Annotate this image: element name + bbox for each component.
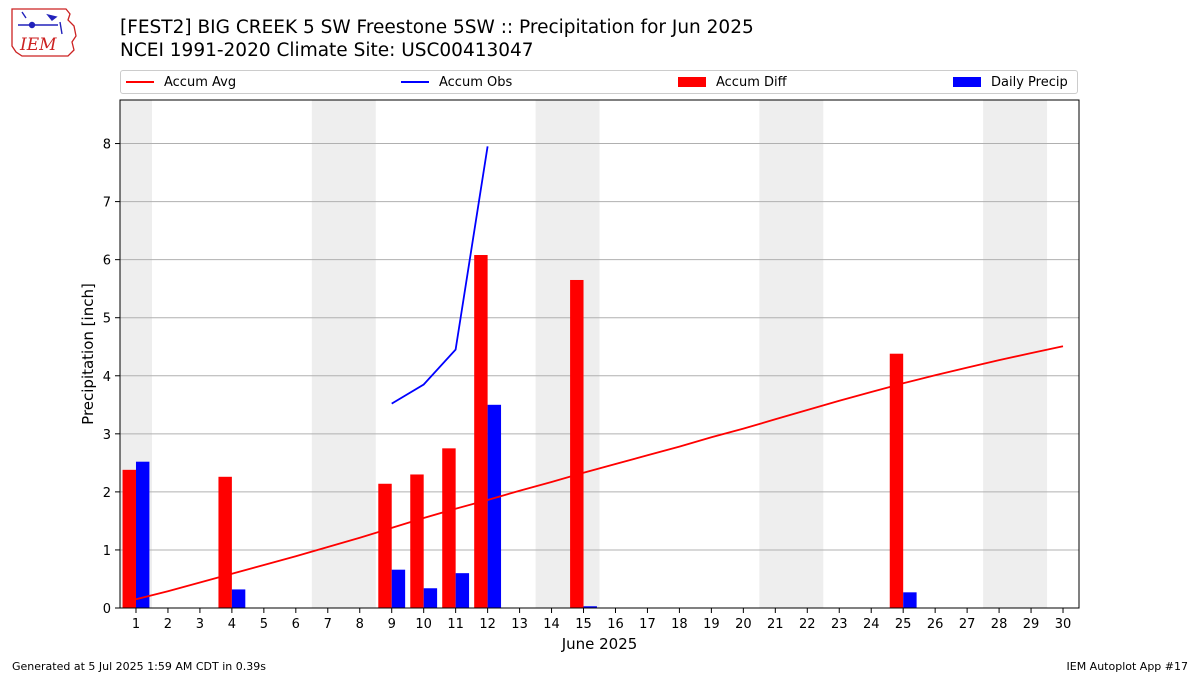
x-tick-label-23: 23	[831, 617, 848, 632]
weekend-band-4	[759, 100, 824, 608]
x-tick-label-29: 29	[1023, 617, 1040, 632]
y-tick-label-4: 4	[103, 370, 111, 385]
bar-daily-precip-day-10	[423, 588, 438, 608]
x-tick-label-9: 9	[388, 617, 396, 632]
x-tick-label-1: 1	[132, 617, 140, 632]
bar-accum-diff-day-11	[442, 448, 456, 608]
line-accum-obs	[391, 146, 489, 405]
bar-accum-diff-day-15	[570, 279, 584, 608]
bar-daily-precip-day-4	[231, 589, 246, 608]
x-tick-label-4: 4	[228, 617, 236, 632]
x-axis-label: June 2025	[561, 635, 638, 653]
weekend-band-3	[535, 100, 600, 608]
x-tick-label-21: 21	[767, 617, 784, 632]
x-tick-label-26: 26	[927, 617, 944, 632]
iowa-outline-icon	[11, 8, 77, 57]
bar-daily-precip-day-15	[583, 606, 597, 608]
x-tick-label-11: 11	[447, 617, 464, 632]
x-tick-label-3: 3	[196, 617, 204, 632]
legend: Accum Avg Accum Obs Accum Diff Daily Pre…	[120, 70, 1078, 94]
x-tick-label-17: 17	[639, 617, 656, 632]
bar-daily-precip-day-25	[903, 592, 917, 608]
x-tick-label-14: 14	[543, 617, 560, 632]
weather-symbols-icon	[18, 11, 63, 35]
x-tick-label-6: 6	[292, 617, 300, 632]
x-tick-label-18: 18	[671, 617, 688, 632]
x-tick-label-20: 20	[735, 617, 752, 632]
x-tick-label-25: 25	[895, 617, 912, 632]
bar-accum-diff-day-4	[218, 476, 232, 608]
legend-item-accum-avg: Accum Avg	[126, 71, 236, 93]
bar-daily-precip-day-12	[487, 404, 502, 608]
y-tick-label-7: 7	[103, 196, 111, 211]
weekend-band-2	[311, 100, 376, 608]
legend-label-accum-avg: Accum Avg	[164, 74, 237, 90]
x-tick-label-15: 15	[575, 617, 592, 632]
bar-daily-precip-day-11	[455, 573, 470, 608]
legend-swatch-daily-precip	[953, 77, 981, 87]
legend-swatch-accum-avg	[126, 81, 154, 83]
y-tick-label-5: 5	[103, 312, 111, 327]
line-accum-avg	[135, 345, 1064, 601]
bar-accum-diff-day-1	[122, 469, 136, 608]
x-tick-label-12: 12	[479, 617, 496, 632]
y-tick-label-0: 0	[103, 602, 111, 617]
legend-label-daily-precip: Daily Precip	[991, 74, 1068, 90]
x-tick-label-16: 16	[607, 617, 624, 632]
x-tick-label-7: 7	[324, 617, 332, 632]
legend-swatch-accum-obs	[401, 81, 429, 83]
y-axis-label: Precipitation [inch]	[79, 283, 97, 425]
bar-accum-diff-day-9	[378, 483, 392, 608]
bar-daily-precip-day-1	[135, 461, 150, 608]
x-tick-label-13: 13	[511, 617, 528, 632]
legend-item-accum-obs: Accum Obs	[401, 71, 512, 93]
bar-accum-diff-day-25	[889, 353, 904, 608]
legend-swatch-accum-diff	[678, 77, 706, 87]
weekend-band-5	[983, 100, 1048, 608]
legend-label-accum-diff: Accum Diff	[716, 74, 787, 90]
y-tick-label-3: 3	[103, 428, 111, 443]
iem-logo: IEM	[11, 8, 77, 57]
y-tick-label-6: 6	[103, 254, 111, 269]
bar-daily-precip-day-9	[391, 569, 406, 608]
y-tick-label-1: 1	[103, 544, 111, 559]
y-tick-label-2: 2	[103, 486, 111, 501]
x-tick-label-30: 30	[1055, 617, 1072, 632]
x-tick-label-24: 24	[863, 617, 880, 632]
x-tick-label-19: 19	[703, 617, 720, 632]
chart-subtitle: NCEI 1991-2020 Climate Site: USC00413047	[120, 40, 534, 61]
y-tick-label-8: 8	[103, 138, 111, 153]
chart-title: [FEST2] BIG CREEK 5 SW Freestone 5SW :: …	[120, 17, 754, 38]
footer-generated-text: Generated at 5 Jul 2025 1:59 AM CDT in 0…	[12, 660, 266, 673]
x-tick-label-5: 5	[260, 617, 268, 632]
x-tick-label-28: 28	[991, 617, 1008, 632]
logo-text: IEM	[19, 35, 57, 55]
bar-accum-diff-day-10	[410, 474, 424, 608]
x-tick-label-22: 22	[799, 617, 816, 632]
x-tick-label-2: 2	[164, 617, 172, 632]
legend-label-accum-obs: Accum Obs	[439, 74, 513, 90]
legend-item-accum-diff: Accum Diff	[678, 71, 787, 93]
bar-accum-diff-day-12	[474, 255, 488, 608]
plot-frame	[119, 99, 1080, 609]
x-tick-label-8: 8	[356, 617, 364, 632]
x-tick-label-10: 10	[415, 617, 432, 632]
legend-item-daily-precip: Daily Precip	[953, 71, 1068, 93]
x-tick-label-27: 27	[959, 617, 976, 632]
footer-app-label: IEM Autoplot App #17	[1066, 660, 1189, 673]
